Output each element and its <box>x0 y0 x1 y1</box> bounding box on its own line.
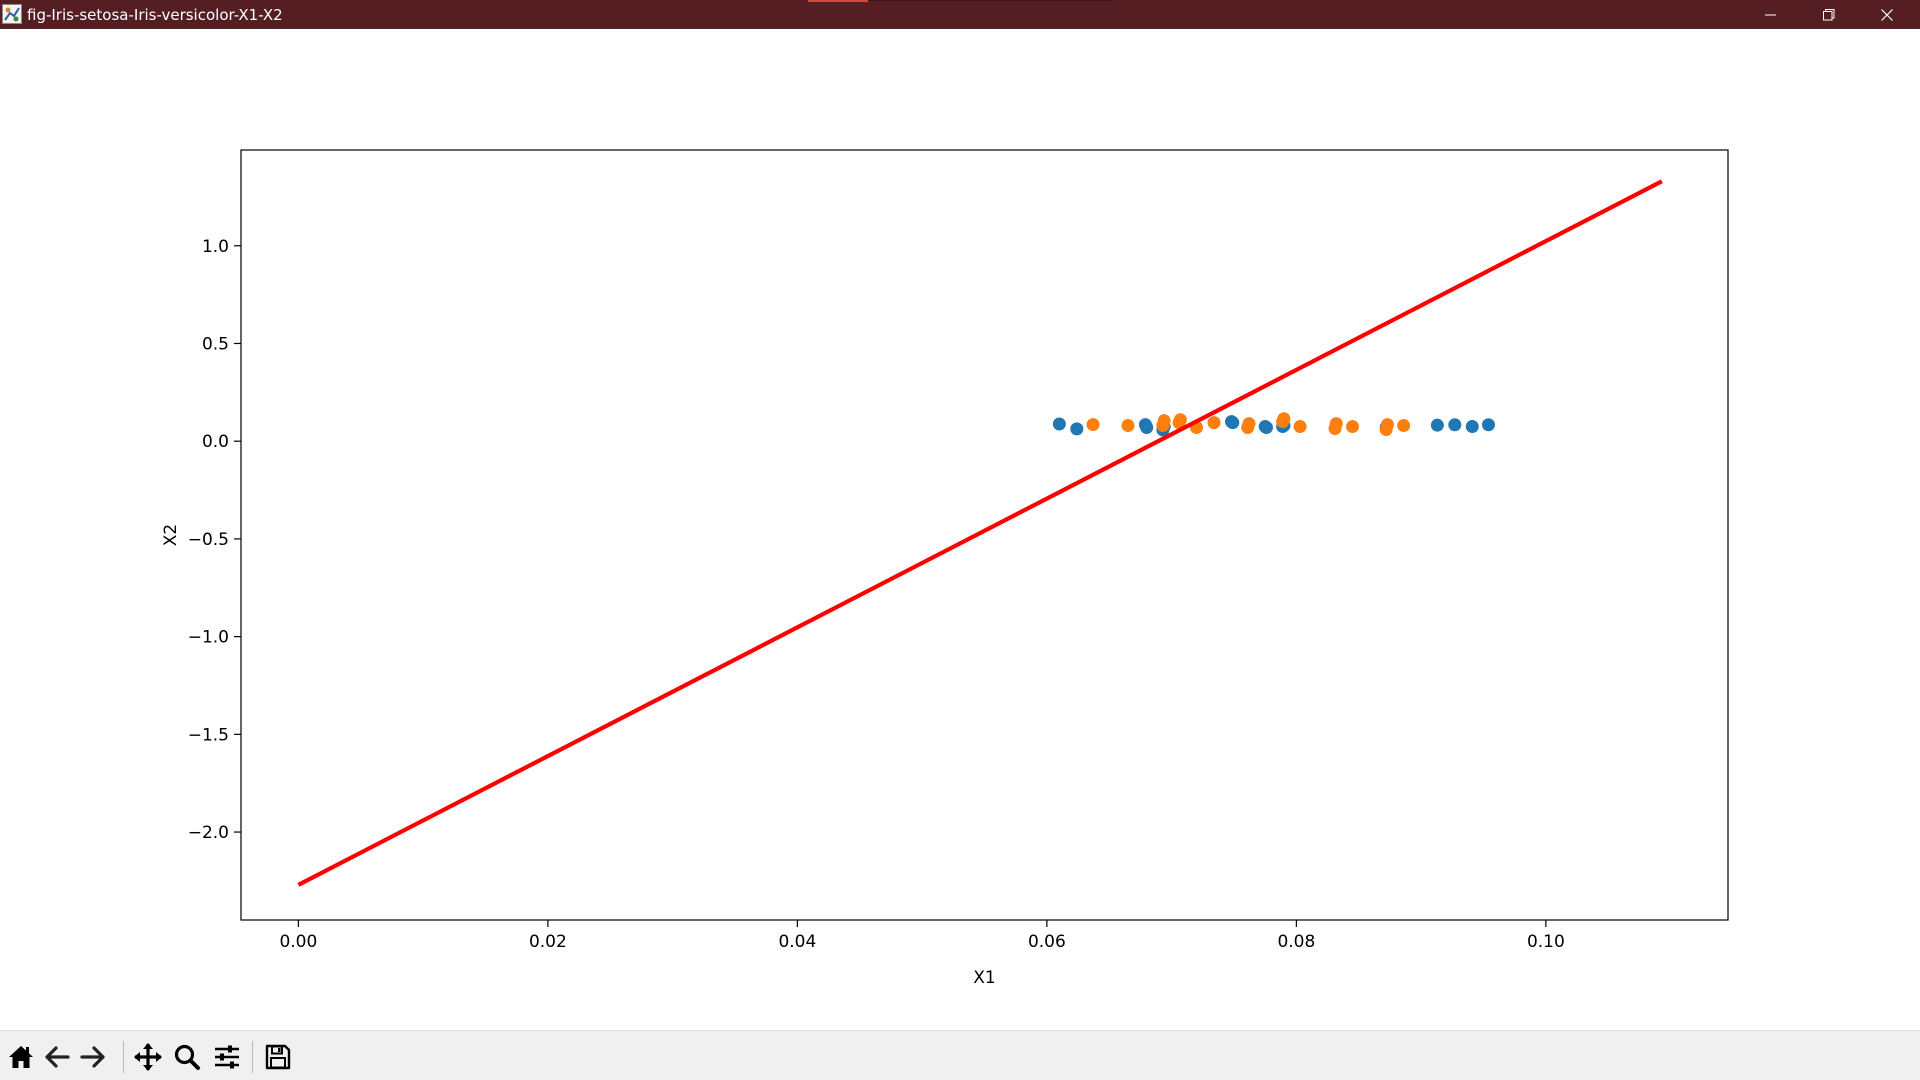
forward-button[interactable] <box>76 1039 110 1075</box>
matplotlib-figure-icon <box>2 4 22 24</box>
close-icon <box>1881 8 1893 21</box>
toolbar-separator <box>252 1041 253 1073</box>
pan-button[interactable] <box>131 1039 165 1075</box>
scatter-chart[interactable]: 0.00 0.02 0.04 0.06 0.08 0.10 1.0 0.5 0.0 −0.5 −1… <box>0 29 1920 1030</box>
orange-data-point <box>1397 419 1411 433</box>
blue-data-point <box>1481 418 1495 432</box>
floppy-disk-icon <box>265 1044 291 1070</box>
y-tick-label: −0.5 <box>188 530 229 550</box>
blue-data-point <box>1140 421 1154 435</box>
title-accent-dark <box>868 0 1112 1</box>
orange-data-point <box>1329 417 1343 431</box>
save-button[interactable] <box>261 1039 295 1075</box>
magnifier-icon <box>174 1044 200 1070</box>
blue-data-point <box>1070 422 1084 436</box>
figure-canvas[interactable]: 0.00 0.02 0.04 0.06 0.08 0.10 1.0 0.5 0.0 −0.5 −1… <box>0 29 1920 1030</box>
blue-data-point <box>1430 418 1444 432</box>
title-bar[interactable]: fig-Iris-setosa-Iris-versicolor-X1-X2 <box>0 0 1920 29</box>
orange-data-point <box>1121 419 1135 433</box>
orange-data-point <box>1173 413 1187 427</box>
restore-icon <box>1823 8 1835 20</box>
arrow-left-icon <box>45 1046 70 1068</box>
minimize-icon <box>1765 14 1776 15</box>
orange-data-point <box>1086 418 1100 432</box>
y-axis: 1.0 0.5 0.0 −0.5 −1.0 −1.5 −2.0 <box>188 237 241 843</box>
y-tick-label: −2.0 <box>188 823 229 843</box>
y-axis-label: X2 <box>161 524 181 546</box>
back-button[interactable] <box>40 1039 74 1075</box>
orange-data-point <box>1242 417 1256 431</box>
blue-data-point <box>1448 418 1462 432</box>
x-tick-label: 0.08 <box>1277 932 1315 952</box>
window-title: fig-Iris-setosa-Iris-versicolor-X1-X2 <box>27 6 283 24</box>
x-tick-label: 0.06 <box>1028 932 1066 952</box>
blue-data-point <box>1052 417 1066 431</box>
x-axis-label: X1 <box>973 968 995 988</box>
blue-data-point <box>1259 421 1273 435</box>
navigation-toolbar <box>0 1030 1920 1080</box>
orange-data-point <box>1293 420 1307 434</box>
y-tick-label: 0.5 <box>202 334 229 354</box>
x-axis: 0.00 0.02 0.04 0.06 0.08 0.10 <box>279 920 1565 952</box>
restore-button[interactable] <box>1800 0 1858 29</box>
decision-boundary-line <box>297 179 1663 887</box>
plot-content <box>297 179 1663 887</box>
arrow-right-icon <box>80 1046 105 1068</box>
axes-frame <box>240 149 1729 921</box>
x-tick-label: 0.10 <box>1527 932 1565 952</box>
y-tick-label: 0.0 <box>202 432 229 452</box>
y-tick-label: −1.5 <box>188 725 229 745</box>
orange-data-point <box>1157 414 1171 428</box>
blue-data-point <box>1465 420 1479 434</box>
toolbar-separator <box>123 1041 124 1073</box>
orange-data-point <box>1207 416 1221 430</box>
minimize-button[interactable] <box>1742 0 1800 29</box>
y-tick-label: 1.0 <box>202 237 229 257</box>
home-icon <box>9 1046 33 1068</box>
blue-data-point <box>1226 416 1240 430</box>
orange-data-point <box>1346 420 1360 434</box>
y-tick-label: −1.0 <box>188 628 229 648</box>
orange-data-point <box>1277 412 1291 426</box>
zoom-button[interactable] <box>170 1039 204 1075</box>
x-tick-label: 0.02 <box>529 932 567 952</box>
configure-subplots-button[interactable] <box>210 1039 244 1075</box>
home-button[interactable] <box>4 1039 38 1075</box>
move-icon <box>134 1043 162 1071</box>
orange-data-point <box>1380 418 1394 432</box>
x-tick-label: 0.04 <box>778 932 816 952</box>
close-button[interactable] <box>1858 0 1916 29</box>
sliders-icon <box>215 1045 239 1069</box>
title-accent <box>808 0 868 2</box>
x-tick-label: 0.00 <box>279 932 317 952</box>
